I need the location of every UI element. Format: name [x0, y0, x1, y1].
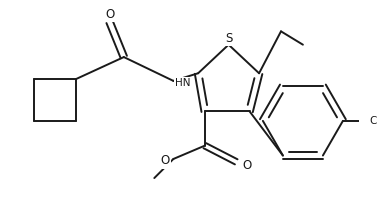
Text: S: S	[225, 32, 232, 45]
Text: HN: HN	[175, 78, 191, 88]
Text: O: O	[242, 159, 251, 172]
Text: O: O	[160, 154, 170, 167]
Text: Cl: Cl	[369, 116, 377, 126]
Text: O: O	[105, 8, 114, 21]
